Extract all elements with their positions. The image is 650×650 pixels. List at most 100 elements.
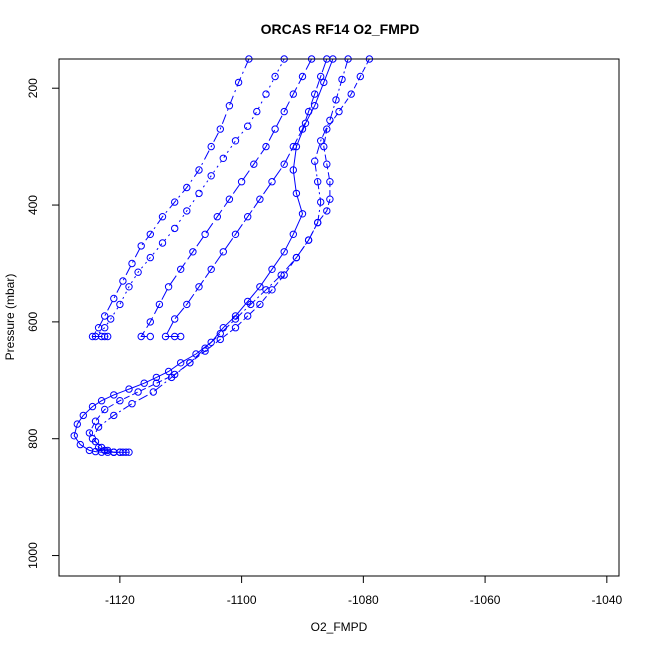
data-point — [323, 160, 331, 168]
data-point — [234, 78, 243, 87]
data-point — [262, 142, 270, 151]
data-point — [289, 166, 297, 174]
data-point — [280, 160, 288, 168]
data-point — [70, 432, 78, 440]
data-point — [155, 300, 164, 309]
data-point — [244, 312, 252, 320]
y-tick-label: 800 — [26, 428, 40, 448]
data-point — [195, 166, 203, 174]
data-point — [304, 236, 313, 244]
data-point — [298, 72, 307, 81]
data-point — [76, 440, 85, 449]
x-tick-label: -1100 — [227, 593, 257, 607]
data-point — [146, 230, 155, 239]
data-point — [177, 332, 185, 341]
data-point — [94, 423, 103, 431]
data-point — [314, 178, 322, 186]
data-point — [323, 125, 331, 133]
data-point — [97, 397, 106, 405]
data-point — [298, 210, 307, 218]
data-point — [137, 332, 145, 341]
data-point — [317, 137, 325, 145]
data-point — [268, 265, 276, 273]
data-point — [107, 315, 115, 323]
data-point — [216, 335, 225, 344]
data-point — [164, 367, 173, 376]
data-point — [280, 248, 288, 256]
y-tick-label: 200 — [26, 78, 40, 98]
data-point — [152, 379, 161, 387]
data-point — [271, 72, 279, 81]
data-point — [110, 411, 118, 420]
series-line — [88, 58, 370, 453]
series-4 — [161, 55, 331, 341]
data-point — [134, 268, 142, 276]
data-point — [253, 107, 261, 116]
data-point — [183, 300, 191, 309]
series-3 — [137, 55, 316, 341]
data-point — [101, 312, 109, 320]
data-point — [356, 72, 364, 81]
data-point — [262, 286, 270, 294]
data-point — [195, 283, 203, 291]
data-point — [277, 271, 285, 279]
x-axis-label: O2_FMPD — [311, 620, 368, 634]
data-point — [225, 102, 234, 110]
data-point — [250, 160, 258, 168]
data-point — [91, 417, 100, 425]
data-point — [207, 172, 215, 180]
data-point — [244, 213, 252, 221]
data-point — [289, 90, 297, 98]
data-point — [326, 178, 334, 186]
data-point — [326, 116, 334, 125]
data-point — [79, 411, 88, 420]
series-5 — [70, 55, 337, 456]
y-axis-label: Pressure (mbar) — [3, 274, 17, 361]
data-point — [317, 72, 325, 81]
data-point — [225, 195, 234, 203]
data-point — [301, 119, 310, 128]
y-axis: 200 400 600 800 1000 — [26, 78, 59, 569]
y-tick-label: 600 — [26, 312, 40, 332]
data-point — [207, 265, 215, 273]
data-point — [171, 315, 179, 323]
series-7 — [88, 55, 352, 456]
data-point — [317, 198, 325, 206]
x-tick-label: -1120 — [105, 593, 135, 607]
data-point — [292, 189, 301, 198]
series-line — [94, 58, 285, 337]
data-point — [332, 96, 340, 104]
data-point — [167, 373, 176, 382]
plot-area — [70, 55, 374, 456]
x-tick-label: -1060 — [470, 593, 501, 607]
data-point — [219, 154, 228, 163]
data-point — [207, 338, 215, 346]
data-point — [338, 75, 346, 84]
data-point — [177, 359, 185, 367]
data-point — [88, 435, 97, 443]
data-point — [216, 125, 225, 133]
data-point — [207, 142, 215, 151]
series-2 — [91, 55, 288, 341]
data-point — [320, 142, 328, 151]
data-point — [134, 388, 142, 396]
data-point — [161, 332, 170, 341]
data-point — [177, 265, 185, 273]
series-line — [91, 58, 250, 337]
data-point — [116, 300, 124, 309]
data-point — [110, 391, 118, 399]
data-point — [158, 239, 167, 247]
data-point — [244, 122, 252, 130]
data-point — [164, 283, 173, 291]
data-point — [213, 213, 222, 221]
data-point — [137, 242, 145, 250]
series-1 — [88, 55, 253, 341]
data-point — [292, 253, 301, 262]
data-point — [140, 379, 148, 387]
series-6 — [85, 55, 374, 456]
data-point — [323, 207, 331, 215]
data-point — [256, 195, 264, 203]
data-point — [347, 90, 355, 98]
plot-frame — [58, 58, 620, 577]
